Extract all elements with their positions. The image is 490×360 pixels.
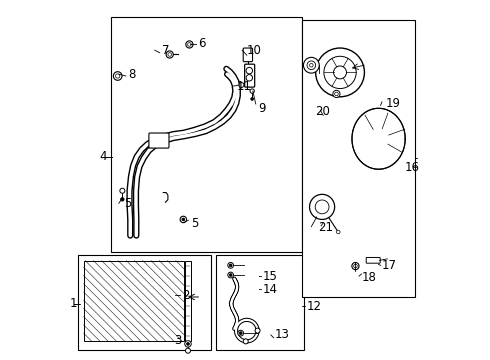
Circle shape — [180, 216, 187, 223]
Circle shape — [310, 63, 313, 67]
Text: 4: 4 — [100, 150, 107, 163]
Circle shape — [303, 57, 319, 73]
Text: 3: 3 — [174, 334, 182, 347]
Circle shape — [113, 72, 122, 80]
Circle shape — [335, 92, 338, 96]
Circle shape — [186, 41, 193, 48]
Text: 11: 11 — [237, 80, 252, 93]
Text: 5: 5 — [124, 197, 131, 210]
Circle shape — [251, 98, 254, 100]
Circle shape — [185, 341, 191, 347]
Bar — [84, 261, 184, 341]
Text: 21: 21 — [318, 221, 334, 234]
Circle shape — [239, 332, 242, 334]
Text: 18: 18 — [362, 271, 376, 284]
Text: 5: 5 — [191, 216, 198, 230]
Text: 16: 16 — [405, 161, 420, 174]
Text: 12: 12 — [307, 300, 321, 313]
Circle shape — [250, 89, 254, 93]
Bar — [216, 255, 304, 350]
Circle shape — [316, 48, 365, 97]
Bar — [185, 261, 191, 341]
Text: 7: 7 — [162, 44, 170, 57]
Text: 8: 8 — [128, 68, 136, 81]
Circle shape — [229, 274, 232, 276]
Circle shape — [188, 42, 191, 46]
Circle shape — [354, 264, 357, 268]
Circle shape — [121, 198, 124, 201]
Text: 13: 13 — [275, 328, 290, 341]
Circle shape — [337, 230, 340, 234]
Circle shape — [315, 200, 329, 214]
Circle shape — [182, 218, 185, 221]
Circle shape — [307, 61, 316, 69]
Circle shape — [352, 262, 359, 270]
Bar — [78, 255, 211, 350]
Circle shape — [228, 262, 234, 268]
FancyBboxPatch shape — [149, 133, 169, 148]
Circle shape — [238, 330, 244, 336]
Bar — [302, 21, 416, 297]
Circle shape — [166, 51, 173, 58]
Circle shape — [310, 194, 335, 220]
Circle shape — [186, 348, 191, 353]
Circle shape — [255, 328, 260, 333]
Text: 1: 1 — [70, 297, 77, 310]
Polygon shape — [352, 108, 405, 169]
Circle shape — [324, 56, 356, 89]
Circle shape — [116, 74, 120, 78]
Circle shape — [333, 90, 340, 98]
Circle shape — [229, 264, 232, 267]
FancyBboxPatch shape — [245, 64, 255, 87]
Text: 9: 9 — [259, 102, 266, 115]
Text: 2: 2 — [182, 289, 190, 302]
Circle shape — [334, 66, 346, 79]
Text: 15: 15 — [262, 270, 277, 283]
Circle shape — [228, 272, 234, 278]
FancyBboxPatch shape — [243, 48, 252, 62]
Circle shape — [187, 342, 190, 345]
Circle shape — [168, 53, 172, 56]
Bar — [111, 17, 302, 252]
FancyBboxPatch shape — [366, 257, 380, 263]
Circle shape — [246, 67, 252, 74]
Circle shape — [239, 82, 244, 87]
Text: 20: 20 — [315, 105, 330, 118]
Circle shape — [243, 339, 248, 344]
Text: 17: 17 — [382, 259, 397, 272]
Circle shape — [246, 75, 252, 81]
Circle shape — [120, 188, 125, 193]
Text: 6: 6 — [197, 37, 205, 50]
Text: 10: 10 — [247, 44, 262, 57]
Text: 14: 14 — [262, 283, 277, 296]
Text: 19: 19 — [386, 98, 401, 111]
